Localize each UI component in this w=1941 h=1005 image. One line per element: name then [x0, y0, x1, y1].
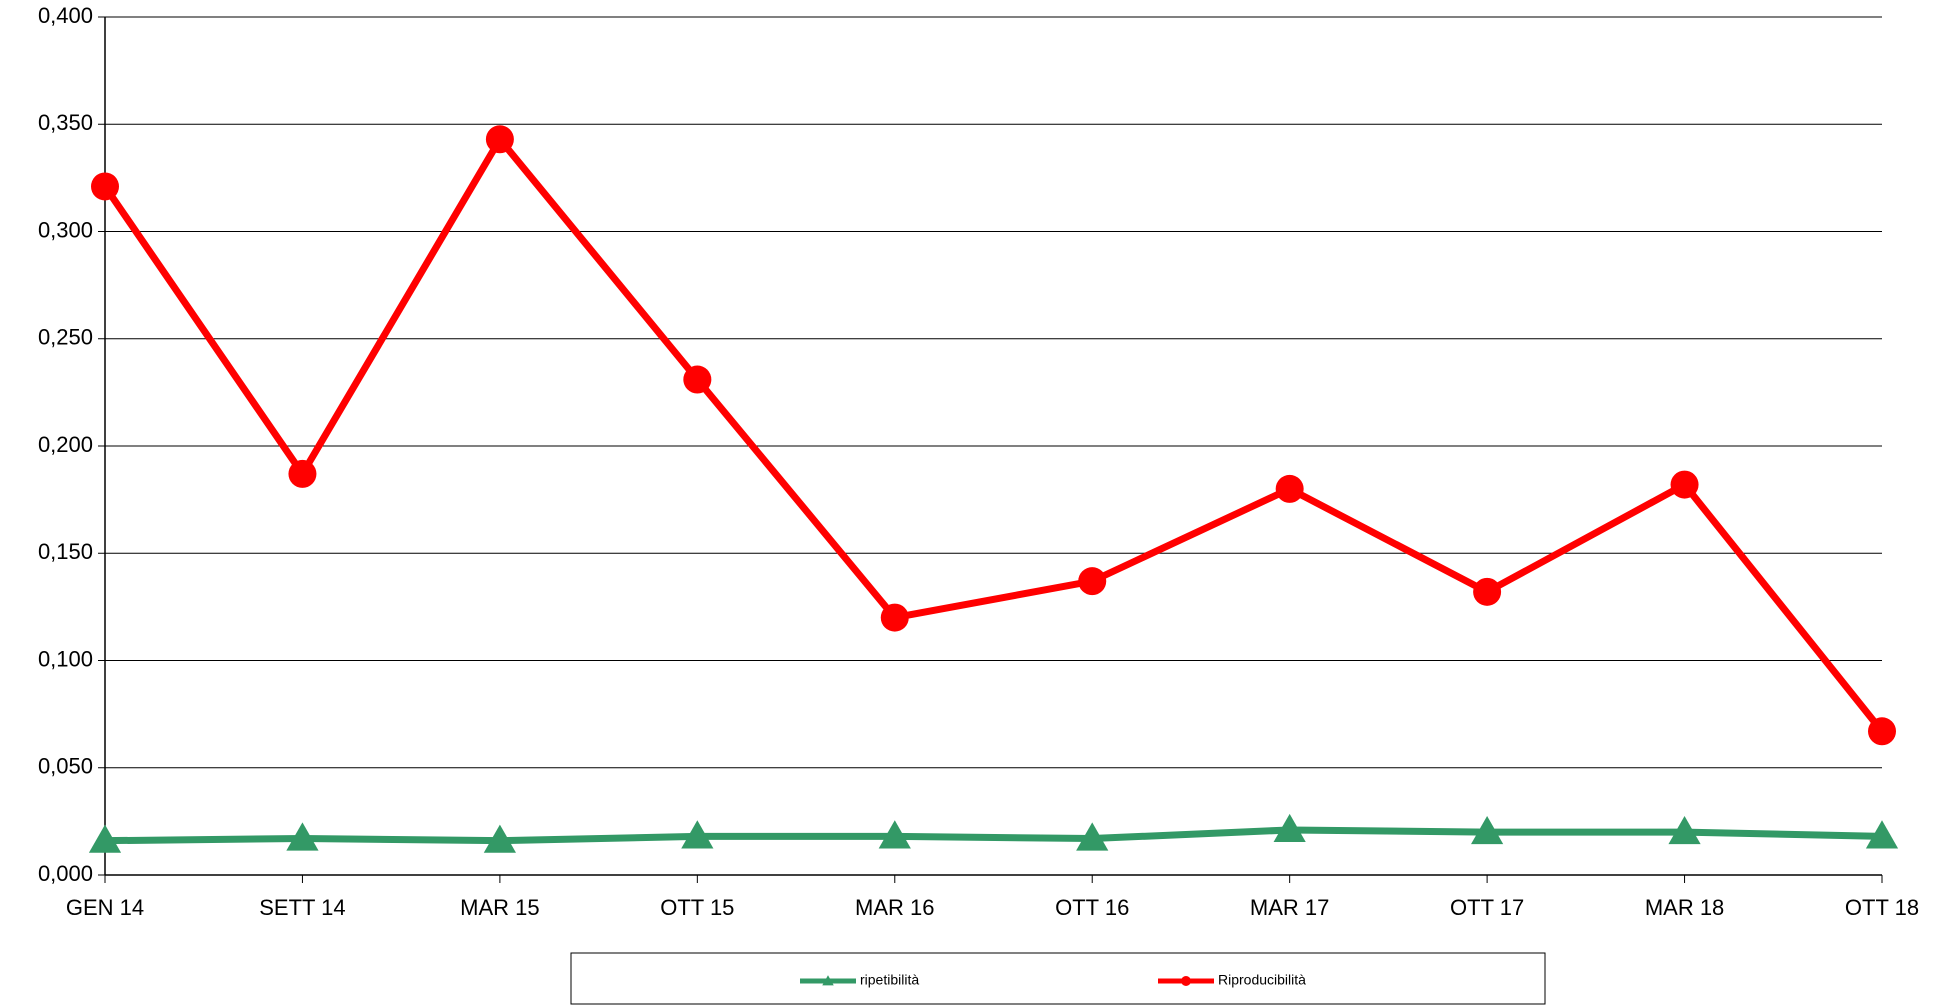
x-tick-label: OTT 15	[660, 895, 734, 920]
marker	[483, 824, 516, 853]
x-tick-label: OTT 17	[1450, 895, 1524, 920]
series-line	[104, 826, 1883, 845]
legend-box	[570, 952, 1546, 1005]
y-tick-label: 0,350	[38, 110, 93, 135]
marker	[1471, 816, 1504, 845]
x-tick-label: MAR 15	[460, 895, 539, 920]
x-tick-label: GEN 14	[66, 895, 144, 920]
x-tick-label: MAR 18	[1645, 895, 1724, 920]
legend-label: Riproducibilità	[1218, 972, 1306, 988]
x-tick-label: MAR 16	[855, 895, 934, 920]
marker	[1273, 813, 1306, 843]
legend-label: ripetibilità	[860, 972, 919, 988]
marker	[822, 975, 834, 986]
marker	[88, 824, 122, 853]
marker	[1868, 717, 1896, 746]
marker	[1865, 820, 1899, 849]
y-tick-label: 0,150	[38, 539, 93, 564]
x-tick-label: SETT 14	[259, 895, 345, 920]
series-line	[102, 135, 1885, 734]
y-tick-label: 0,100	[38, 646, 93, 671]
marker	[683, 365, 712, 394]
marker	[1076, 822, 1109, 851]
marker	[1078, 567, 1107, 596]
x-tick-label: MAR 17	[1250, 895, 1329, 920]
marker	[288, 459, 317, 488]
marker	[286, 822, 319, 851]
marker	[91, 172, 119, 201]
y-tick-label: 0,050	[38, 754, 93, 779]
y-tick-label: 0,000	[38, 861, 93, 886]
y-tick-label: 0,300	[38, 217, 93, 242]
marker	[681, 820, 714, 849]
marker	[1670, 470, 1699, 499]
marker	[1181, 976, 1191, 986]
x-tick-label: OTT 18	[1845, 895, 1919, 920]
marker	[1473, 577, 1502, 606]
legend: ripetibilità Riproducibilità	[570, 952, 1546, 1005]
marker	[878, 820, 911, 849]
x-tick-label: OTT 16	[1055, 895, 1129, 920]
y-tick-label: 0,400	[38, 3, 93, 28]
marker	[485, 125, 514, 154]
y-tick-label: 0,250	[38, 325, 93, 350]
marker	[880, 603, 909, 632]
marker	[1668, 816, 1701, 845]
y-tick-label: 0,200	[38, 432, 93, 457]
marker	[1275, 474, 1304, 503]
